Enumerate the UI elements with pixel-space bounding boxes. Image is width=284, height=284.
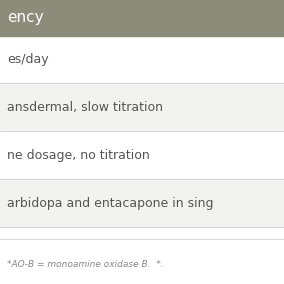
Bar (0, 0, 284, 36)
Text: *AO-B = monoamine oxidase B.  *.: *AO-B = monoamine oxidase B. *. (7, 260, 164, 269)
Text: ne dosage, no titration: ne dosage, no titration (7, 149, 150, 162)
Bar (0, 83, 284, 131)
Text: es/day: es/day (7, 53, 49, 66)
Text: ency: ency (7, 10, 44, 25)
Bar (0, 36, 284, 83)
Text: arbidopa and entacapone in sing: arbidopa and entacapone in sing (7, 197, 214, 210)
Bar (0, 131, 284, 179)
Text: ansdermal, slow titration: ansdermal, slow titration (7, 101, 163, 114)
Bar (0, 179, 284, 227)
